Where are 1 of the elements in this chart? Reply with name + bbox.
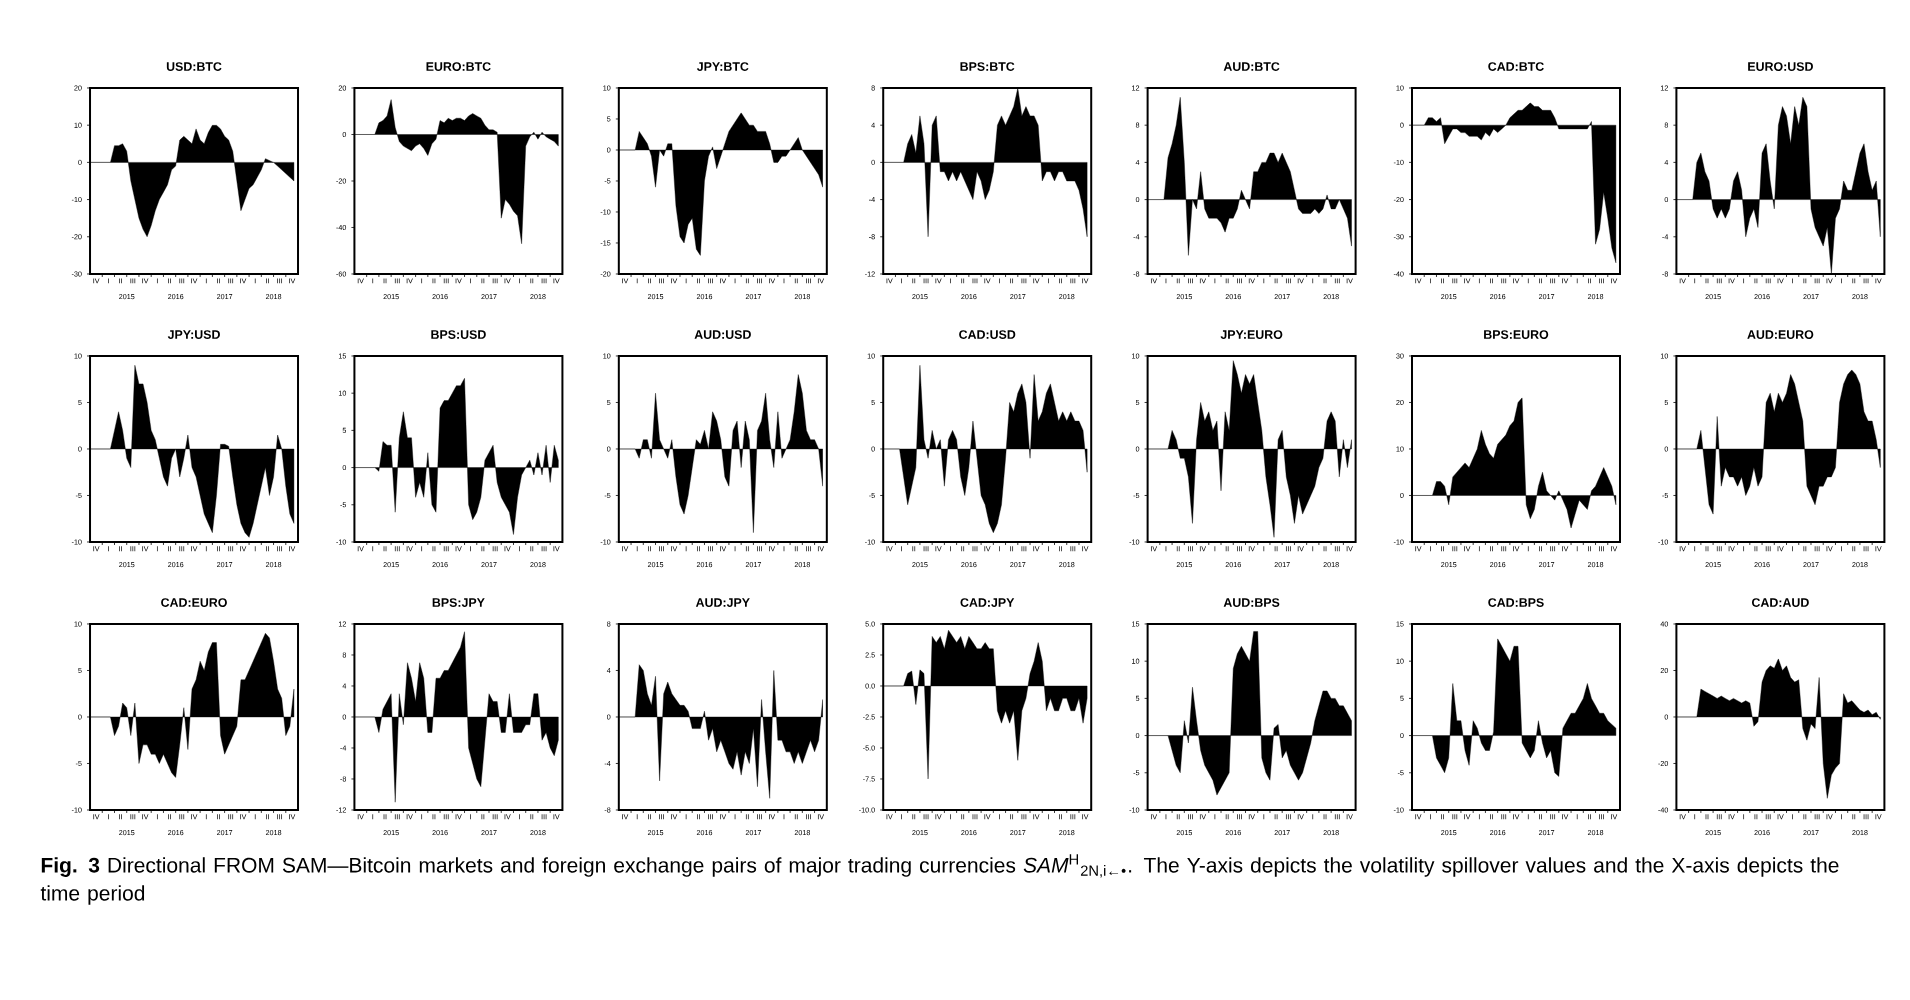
text: Fig. 3 Directional FROM SAM—Bitcoin markets and foreign exchange pairs of major trading currencies SAM$^{H}$$_{2N,i←•}$. The Y-axis depicts the volatility spillover values and the X-axis depicts the time period [40, 854, 1839, 905]
